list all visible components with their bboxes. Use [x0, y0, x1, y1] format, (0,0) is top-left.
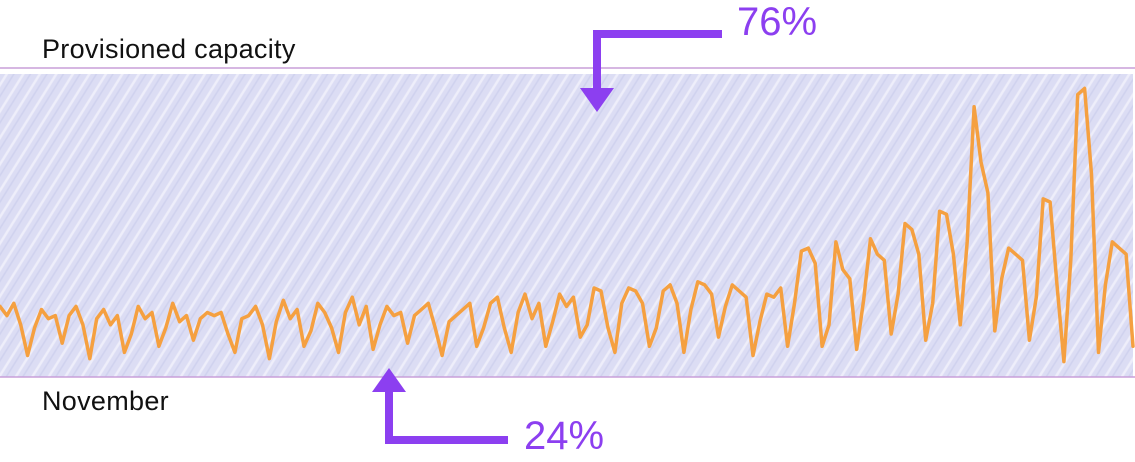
used-capacity-arrowhead	[372, 368, 406, 392]
unused-capacity-percent: 76%	[737, 0, 818, 44]
provisioned-capacity-band	[0, 74, 1133, 377]
unused-capacity-arrow	[593, 30, 722, 94]
period-label: November	[42, 386, 169, 416]
used-capacity-arrow	[385, 388, 508, 444]
provisioned-capacity-label: Provisioned capacity	[42, 34, 296, 64]
used-capacity-percent: 24%	[524, 414, 605, 458]
usage-series-line	[0, 86, 1135, 364]
unused-capacity-arrowhead	[580, 88, 614, 112]
